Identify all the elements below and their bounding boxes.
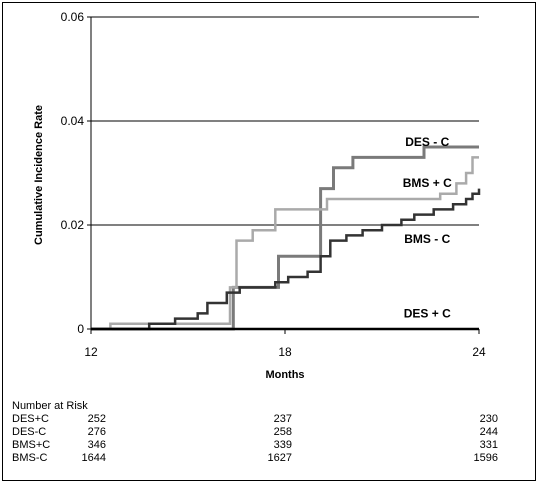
cumulative-incidence-chart: 0 0.02 0.04 0.06 12 18 24 DES - C BMS + C BMS - …	[33, 10, 486, 381]
number-at-risk-table: Number at Risk DES+C 252 237 230 DES-C 2…	[12, 399, 512, 465]
risk-value-24: 230	[479, 413, 498, 425]
y-tick-label: 0.04	[61, 114, 85, 128]
risk-row-label: BMS-C	[12, 452, 48, 464]
risk-value-12: 252	[87, 413, 106, 425]
risk-row-label: BMS+C	[12, 439, 51, 451]
x-tick-label: 18	[278, 345, 292, 359]
series-label: DES + C	[404, 307, 451, 321]
risk-row-label: DES-C	[12, 426, 47, 438]
risk-row-des-plus-c: DES+C 252 237 230	[12, 413, 512, 426]
series-line-bms-c	[91, 188, 481, 331]
grid-lines	[91, 16, 479, 226]
risk-value-12: 276	[87, 426, 106, 438]
x-axis-label: Months	[265, 369, 304, 381]
y-tick-label: 0.06	[61, 10, 85, 24]
risk-value-24: 244	[479, 426, 498, 438]
risk-value-24: 331	[479, 439, 498, 451]
risk-value-12: 1644	[81, 452, 106, 464]
series-line-bms-c	[91, 156, 479, 331]
risk-table-title: Number at Risk	[12, 400, 88, 412]
risk-value-24: 1596	[473, 452, 498, 464]
risk-value-18: 1627	[267, 452, 292, 464]
risk-row-des-minus-c: DES-C 276 258 244	[12, 426, 512, 439]
y-tick-label: 0	[77, 322, 84, 336]
y-tick-label: 0.02	[61, 218, 85, 232]
series-label: DES - C	[405, 135, 449, 149]
figure-frame	[2, 2, 536, 481]
risk-value-18: 339	[273, 439, 292, 451]
risk-value-18: 258	[273, 426, 292, 438]
risk-value-12: 346	[87, 439, 106, 451]
risk-row-bms-plus-c: BMS+C 346 339 331	[12, 439, 512, 452]
axes: 0 0.02 0.04 0.06 12 18 24	[61, 10, 486, 359]
x-tick-label: 12	[84, 345, 98, 359]
risk-row-label: DES+C	[12, 413, 49, 425]
risk-value-18: 237	[273, 413, 292, 425]
risk-row-bms-minus-c: BMS-C 1644 1627 1596	[12, 452, 512, 465]
series-label: BMS - C	[404, 232, 450, 246]
x-tick-label: 24	[472, 345, 486, 359]
series-label: BMS + C	[403, 176, 452, 190]
series-labels: DES - C BMS + C BMS - C DES + C	[403, 135, 452, 321]
y-axis-label: Cumulative Incidence Rate	[33, 105, 45, 245]
